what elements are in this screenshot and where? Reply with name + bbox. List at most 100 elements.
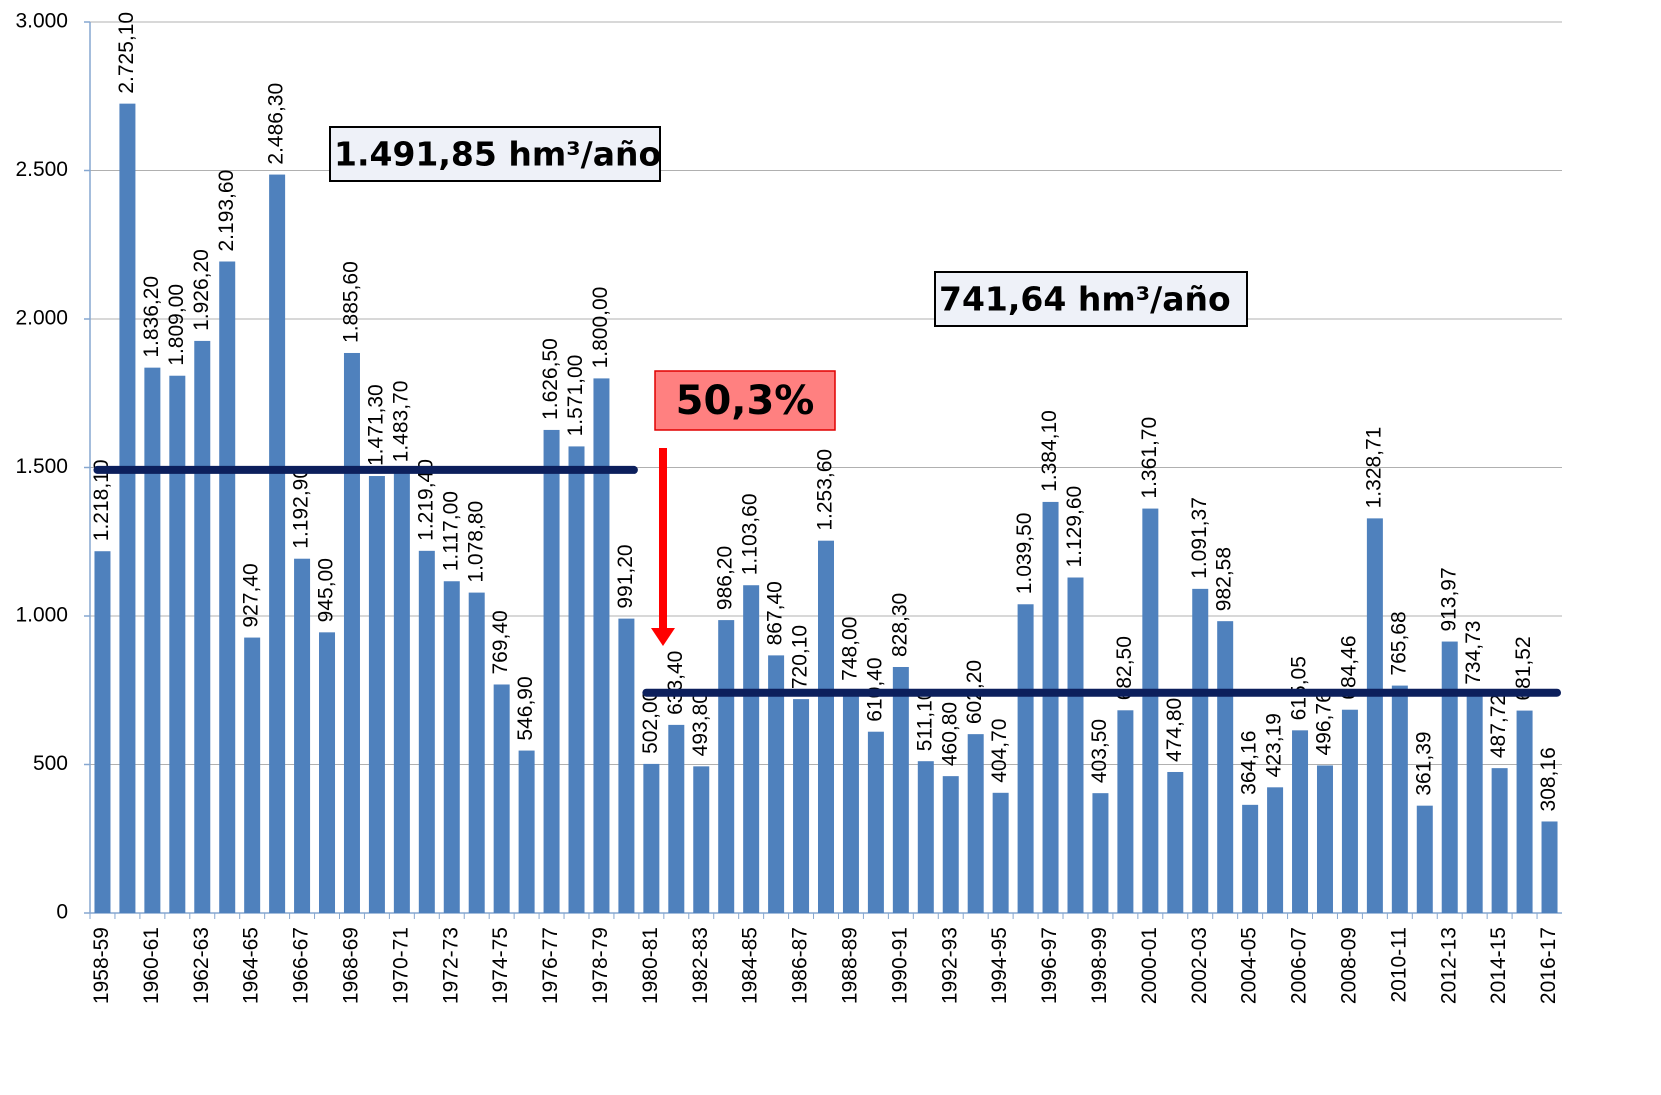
bar	[1441, 641, 1458, 913]
value-label: 1.809,00	[165, 284, 188, 366]
value-label: 2.486,30	[265, 83, 288, 165]
value-label: 1.626,50	[539, 338, 562, 420]
value-label: 720,10	[789, 625, 812, 689]
bar	[1267, 787, 1284, 913]
bar	[1217, 621, 1234, 913]
overlay: 1.218,10 2.725,10 1.836,20 1.809,00 1.926,20…	[90, 12, 1562, 811]
value-label: 460,80	[938, 702, 961, 766]
bar	[393, 472, 410, 913]
x-tick-label: 1986-87	[789, 927, 812, 1004]
value-label: 765,68	[1387, 611, 1410, 675]
x-tick-label: 1966-67	[290, 927, 313, 1004]
x-tick-label: 1988-89	[838, 927, 861, 1004]
bar	[518, 750, 535, 913]
bar	[1316, 765, 1333, 913]
bar	[693, 766, 710, 913]
bar	[319, 632, 336, 913]
x-tick-label: 1984-85	[739, 927, 762, 1004]
bar	[1516, 710, 1533, 913]
bar	[1167, 771, 1184, 913]
value-label: 913,97	[1437, 567, 1460, 631]
x-tick-label: 1998-99	[1088, 927, 1111, 1004]
bar	[593, 378, 610, 913]
bar	[842, 690, 859, 913]
change-label: 50,3%	[676, 378, 815, 424]
bar	[1017, 604, 1034, 913]
change-box	[654, 370, 836, 431]
x-tick-label: 2012-13	[1437, 927, 1460, 1004]
value-label: 682,50	[1113, 636, 1136, 700]
value-label: 828,30	[888, 593, 911, 657]
bar	[1391, 685, 1408, 913]
value-label: 681,52	[1512, 636, 1535, 700]
bar	[418, 550, 435, 913]
bar	[643, 763, 660, 913]
value-label: 734,73	[1462, 621, 1485, 685]
mean-box	[934, 271, 1248, 327]
bar	[1416, 805, 1433, 913]
value-label: 991,20	[614, 544, 637, 608]
bar	[967, 734, 984, 913]
bar	[992, 792, 1009, 913]
value-label: 1.926,20	[190, 249, 213, 331]
x-tick-label: 2008-09	[1337, 927, 1360, 1004]
bar	[1117, 710, 1134, 913]
x-tick-label: 2006-07	[1288, 927, 1311, 1004]
value-label: 1.800,00	[589, 287, 612, 369]
x-tick-label: 1990-91	[888, 927, 911, 1004]
x-tick-label: 1960-61	[140, 927, 163, 1004]
x-tick-label: 1974-75	[489, 927, 512, 1004]
x-tick-label: 2014-15	[1487, 927, 1510, 1004]
mean-label: 1.491,85 hm³/año	[334, 135, 661, 174]
value-label: 1.253,60	[814, 449, 837, 531]
value-label: 1.117,00	[439, 491, 462, 571]
mean-box	[329, 126, 661, 182]
value-label: 2.193,60	[215, 170, 238, 252]
bar	[119, 103, 136, 913]
y-tick-label: 500	[33, 752, 68, 775]
x-tick-label: 1982-83	[689, 927, 712, 1004]
value-label: 1.103,60	[739, 493, 762, 575]
x-tick-label: 1958-59	[90, 927, 113, 1004]
value-label: 403,50	[1088, 719, 1111, 783]
bar	[269, 174, 286, 913]
x-tick-label: 2000-01	[1138, 927, 1161, 1004]
x-tick-label: 2010-11	[1387, 927, 1410, 1003]
bar	[219, 261, 236, 913]
value-label: 769,40	[489, 610, 512, 674]
y-tick-label: 1.000	[15, 604, 68, 627]
bar	[1042, 501, 1059, 913]
bar	[743, 585, 760, 913]
value-label: 423,19	[1263, 713, 1286, 777]
bar	[793, 699, 810, 913]
value-label: 986,20	[714, 546, 737, 610]
value-label: 1.361,70	[1138, 417, 1161, 499]
value-label: 684,46	[1337, 635, 1360, 699]
value-label: 2.725,10	[115, 12, 138, 94]
value-label: 633,40	[664, 651, 687, 715]
bar	[1092, 793, 1109, 913]
bar	[668, 724, 685, 913]
bar	[768, 655, 785, 913]
value-label: 615,05	[1288, 656, 1311, 720]
value-label: 1.078,80	[464, 501, 487, 583]
value-label: 511,10	[913, 689, 936, 752]
bar	[443, 581, 460, 913]
value-label: 1.885,60	[340, 261, 363, 343]
x-tick-label: 1992-93	[938, 927, 961, 1004]
value-label: 308,16	[1537, 747, 1560, 811]
y-tick-label: 1.500	[15, 455, 68, 478]
x-tick-label: 1964-65	[240, 927, 263, 1004]
value-label: 1.039,50	[1013, 513, 1036, 595]
x-tick-label: 1970-71	[389, 927, 412, 1004]
bar	[892, 666, 909, 913]
value-label: 1.384,10	[1038, 410, 1061, 492]
bar	[1366, 518, 1383, 913]
bar	[368, 476, 385, 913]
bar	[568, 446, 585, 913]
value-label: 1.218,10	[90, 459, 113, 541]
bar	[942, 776, 959, 913]
value-label: 502,00	[639, 690, 662, 754]
bar	[169, 375, 186, 913]
value-label: 496,76	[1313, 691, 1336, 755]
